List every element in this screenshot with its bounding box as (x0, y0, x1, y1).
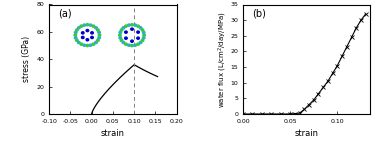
Circle shape (86, 44, 89, 47)
Circle shape (83, 24, 85, 26)
Circle shape (119, 34, 121, 36)
Circle shape (120, 39, 123, 41)
Circle shape (134, 24, 136, 26)
Circle shape (137, 43, 139, 45)
Circle shape (98, 37, 101, 39)
Circle shape (80, 25, 83, 27)
Circle shape (128, 44, 130, 46)
Circle shape (82, 32, 84, 34)
X-axis label: strain: strain (295, 129, 319, 138)
Circle shape (131, 44, 133, 47)
Circle shape (131, 28, 133, 30)
Circle shape (125, 43, 127, 45)
Circle shape (141, 29, 144, 31)
Circle shape (77, 27, 80, 29)
Circle shape (122, 27, 125, 29)
Circle shape (125, 37, 127, 39)
Circle shape (86, 29, 89, 32)
Circle shape (74, 34, 77, 36)
Circle shape (94, 41, 97, 44)
Circle shape (137, 31, 139, 33)
Circle shape (91, 36, 93, 39)
Circle shape (82, 36, 84, 39)
Circle shape (143, 34, 146, 36)
Circle shape (97, 39, 99, 41)
Circle shape (89, 24, 92, 26)
Circle shape (128, 24, 130, 26)
Circle shape (141, 39, 144, 41)
Circle shape (80, 43, 83, 45)
Circle shape (86, 39, 89, 41)
Circle shape (76, 29, 78, 31)
X-axis label: strain: strain (101, 129, 125, 138)
Circle shape (98, 31, 101, 34)
Circle shape (131, 40, 133, 42)
Circle shape (134, 44, 136, 46)
Circle shape (139, 27, 142, 29)
Circle shape (86, 24, 89, 26)
Y-axis label: water flux (L/cm$^2$/day/MPa): water flux (L/cm$^2$/day/MPa) (217, 11, 229, 108)
Circle shape (143, 31, 145, 34)
Circle shape (89, 44, 92, 46)
Circle shape (74, 37, 77, 39)
Circle shape (76, 39, 78, 41)
Circle shape (139, 41, 142, 44)
Circle shape (91, 32, 93, 34)
Circle shape (83, 44, 85, 46)
Circle shape (143, 37, 145, 39)
Circle shape (122, 41, 125, 44)
Y-axis label: stress (GPa): stress (GPa) (22, 36, 31, 82)
Circle shape (74, 31, 77, 34)
Circle shape (131, 24, 133, 26)
Circle shape (125, 31, 127, 33)
Circle shape (94, 27, 97, 29)
Text: (a): (a) (58, 9, 72, 19)
Circle shape (98, 34, 101, 36)
Circle shape (125, 25, 127, 27)
Circle shape (137, 25, 139, 27)
Circle shape (119, 37, 122, 39)
Circle shape (119, 31, 122, 34)
Text: (b): (b) (252, 9, 266, 19)
Circle shape (137, 37, 139, 39)
Circle shape (77, 41, 80, 44)
Circle shape (92, 25, 95, 27)
Circle shape (92, 43, 95, 45)
Circle shape (120, 29, 123, 31)
Circle shape (97, 29, 99, 31)
